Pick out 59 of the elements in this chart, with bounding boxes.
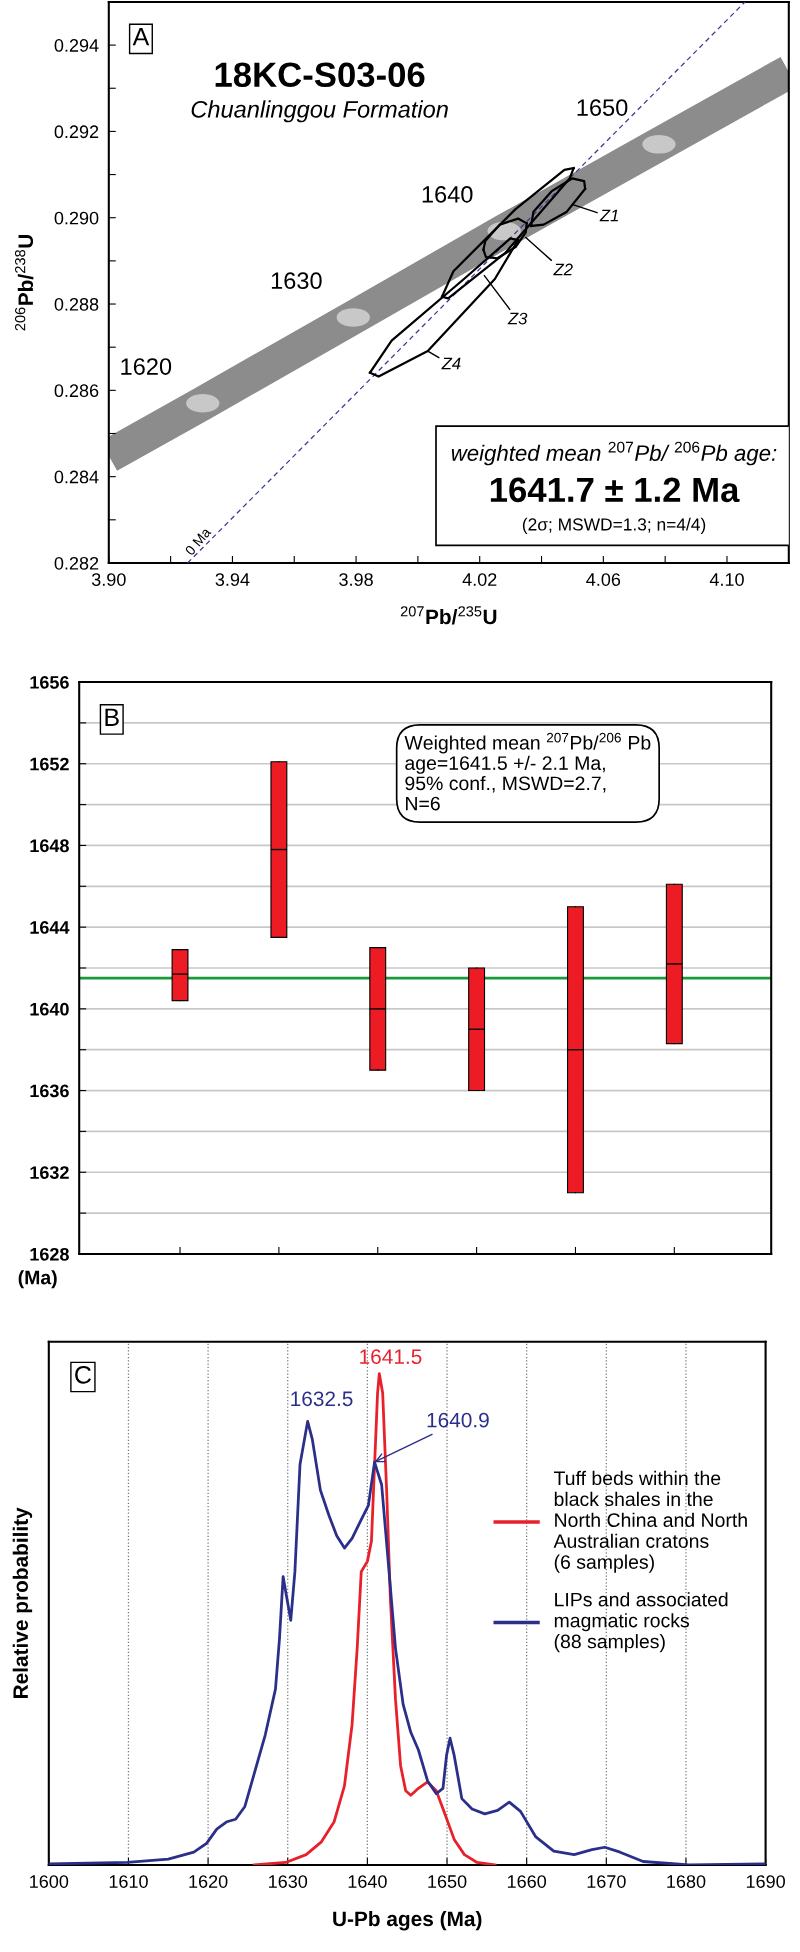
- y-tick-label: 1656: [30, 675, 69, 689]
- text: 18KC-S03-06: [215, 62, 425, 88]
- annotation: B: [105, 708, 119, 726]
- annotation: Z1: [599, 209, 618, 222]
- annotation: Z2: [553, 263, 573, 276]
- x-tick-label: 4.06: [586, 573, 621, 586]
- annotation: 1650: [577, 99, 628, 116]
- y-tick-label: 1632: [30, 1166, 69, 1180]
- y-axis-title: Relative probability: [12, 1507, 33, 1699]
- x-tick-label: 1680: [667, 1875, 706, 1888]
- x-tick-label: 1660: [507, 1875, 547, 1888]
- annotation: 1641.7 ± 1.2 Ma: [490, 477, 740, 503]
- annotation: 1620: [121, 358, 172, 375]
- x-tick-label: 1690: [746, 1875, 785, 1888]
- annotation: Z3: [507, 312, 528, 325]
- y-tick-label: 1652: [30, 757, 69, 771]
- annotation: (2σ; MSWD=1.3; n=4/4): [522, 517, 706, 535]
- y-tick-label: 0.286: [54, 384, 99, 398]
- y-tick-label: 1636: [30, 1084, 69, 1098]
- x-tick-label: 3.90: [91, 573, 126, 586]
- y-tick-label: 0.282: [54, 556, 99, 570]
- legend-label: LIPs and associated magmatic rocks (88 samples): [554, 1592, 728, 1653]
- y-tick-label: 1640: [30, 1002, 69, 1016]
- y-axis-title: (Ma): [18, 1270, 57, 1289]
- annotation: 0 Ma: [184, 526, 212, 557]
- y-tick-label: 0.294: [54, 39, 99, 52]
- x-tick-label: 4.02: [462, 573, 497, 586]
- x-tick-label: 1620: [189, 1875, 228, 1888]
- y-tick-label: 1648: [30, 839, 69, 853]
- text: Chuanlinggou Formation: [191, 100, 448, 123]
- x-tick-label: 1630: [269, 1875, 308, 1888]
- x-tick-label: 1610: [109, 1875, 148, 1888]
- annotation: Z4: [441, 357, 461, 370]
- y-tick-label: 1628: [30, 1247, 69, 1261]
- y-axis-title: $^{206}$Pb/$^{238}$U: [14, 234, 34, 331]
- y-tick-label: 0.288: [54, 297, 99, 311]
- annotation: 1641.5: [360, 1349, 422, 1365]
- annotation: A: [132, 28, 150, 46]
- y-tick-label: 0.284: [54, 470, 99, 484]
- annotation: 1632.5: [291, 1391, 353, 1407]
- x-axis-title: $^{207}$Pb/$^{235}$U: [400, 606, 497, 625]
- annotation: C: [75, 1366, 91, 1384]
- annotation: 1640.9: [427, 1412, 489, 1428]
- x-tick-label: 1600: [30, 1875, 69, 1888]
- annotation: 1640: [422, 186, 473, 203]
- x-axis-title: U-Pb ages (Ma): [333, 1910, 482, 1931]
- legend-label: Tuff beds within the black shales in the North China and North Australian cratons (6 samples): [553, 1470, 747, 1573]
- x-tick-label: 1640: [348, 1875, 387, 1888]
- x-tick-label: 4.10: [709, 573, 744, 586]
- y-tick-label: 0.290: [54, 211, 99, 225]
- x-tick-label: 1650: [428, 1875, 467, 1888]
- y-tick-label: 1644: [30, 921, 70, 934]
- x-tick-label: 1670: [587, 1875, 626, 1888]
- x-tick-label: 3.94: [215, 573, 250, 586]
- x-tick-label: 3.98: [339, 573, 373, 586]
- annotation: 1630: [271, 272, 322, 290]
- annotation: weighted mean $^{207}$Pb/ $^{206}$Pb age:: [451, 441, 777, 466]
- y-tick-label: 0.292: [54, 125, 99, 139]
- text: Weighted mean $^{207}$Pb/$^{206}$ Pb age=1641.5 +/- 2.1 Ma, 95% conf., MSWD=2.7, N=6: [404, 732, 651, 811]
